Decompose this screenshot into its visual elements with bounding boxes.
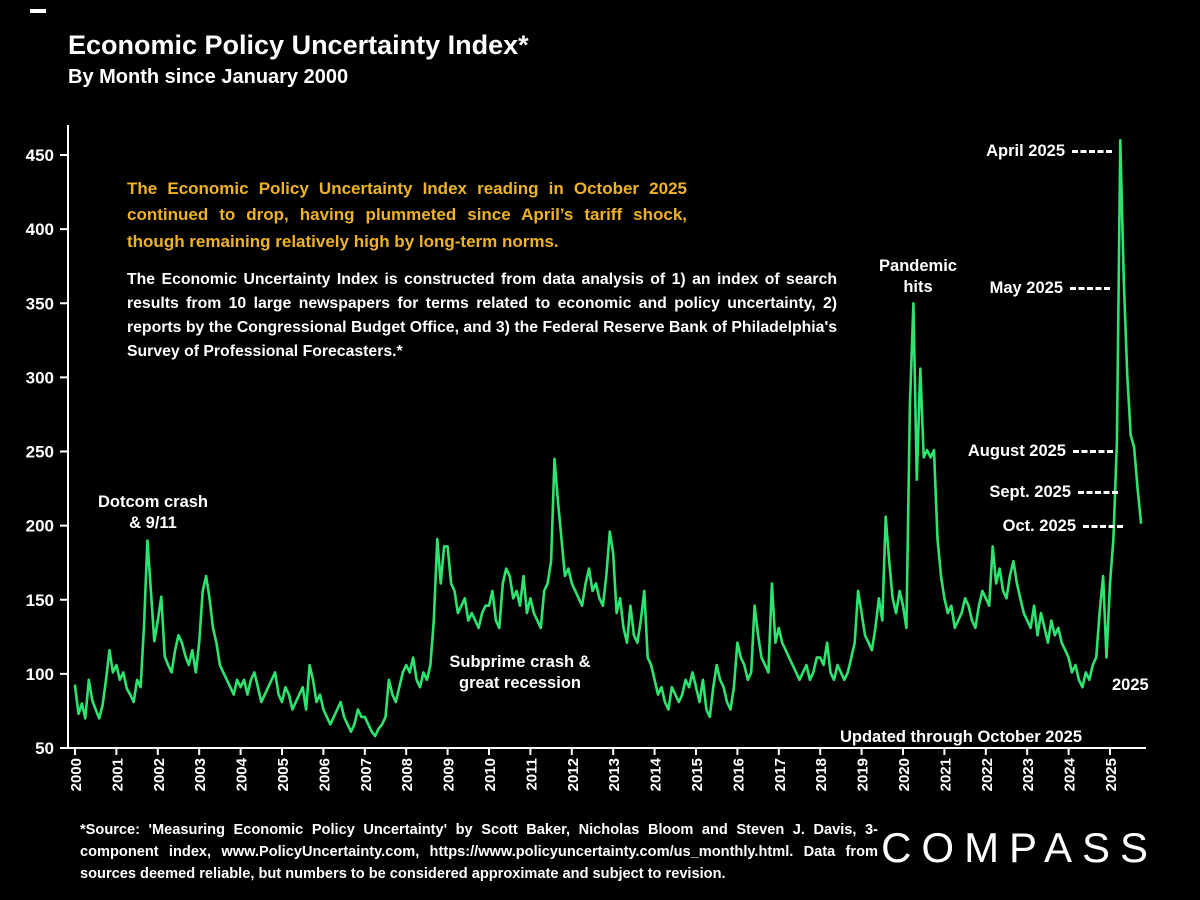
annotation-may-2025-label: May 2025: [989, 279, 1063, 297]
annotation-subprime-crash: Subprime crash & great recession: [449, 653, 591, 693]
svg-text:2008: 2008: [399, 758, 416, 791]
svg-text:2025: 2025: [1103, 758, 1120, 791]
svg-text:200: 200: [26, 517, 54, 536]
page-title: Economic Policy Uncertainty Index*: [68, 30, 529, 60]
leader-dashes: [1070, 287, 1110, 290]
svg-text:100: 100: [26, 665, 54, 684]
page-subtitle: By Month since January 2000: [68, 66, 349, 88]
compass-logo: COMPASS: [881, 824, 1158, 871]
leader-dashes: [1073, 450, 1113, 453]
annotation-april-2025: April 2025: [986, 142, 1112, 161]
annotation-august-2025-label: August 2025: [967, 442, 1066, 460]
svg-text:2000: 2000: [68, 758, 85, 791]
svg-text:2023: 2023: [1020, 758, 1037, 791]
svg-text:2022: 2022: [979, 758, 996, 791]
corner-mark: [30, 9, 46, 13]
svg-text:2009: 2009: [441, 758, 458, 791]
svg-text:2020: 2020: [896, 758, 913, 791]
annotation-oct-2025: Oct. 2025: [1003, 517, 1123, 536]
svg-text:2011: 2011: [523, 758, 540, 791]
annotation-sept-2025: Sept. 2025: [989, 483, 1118, 502]
svg-text:2019: 2019: [855, 758, 872, 791]
index-description: The Economic Uncertainty Index is constr…: [127, 271, 837, 360]
svg-text:50: 50: [35, 739, 54, 758]
svg-text:2016: 2016: [730, 758, 747, 791]
svg-text:2003: 2003: [192, 758, 209, 791]
svg-text:2012: 2012: [565, 758, 582, 791]
svg-text:2005: 2005: [275, 758, 292, 791]
svg-text:2017: 2017: [772, 758, 789, 791]
annotation-dotcom-crash: Dotcom crash & 9/11: [97, 493, 209, 533]
annotation-april-2025-label: April 2025: [986, 142, 1065, 160]
svg-text:2001: 2001: [109, 758, 126, 791]
leader-dashes: [1078, 491, 1118, 494]
svg-text:2007: 2007: [358, 758, 375, 791]
leader-dashes: [1083, 525, 1123, 528]
svg-text:350: 350: [26, 294, 54, 313]
svg-text:2024: 2024: [1062, 757, 1079, 791]
svg-text:2018: 2018: [813, 758, 830, 791]
svg-text:2013: 2013: [606, 758, 623, 791]
annotation-pandemic-hits: Pandemic hits: [879, 257, 957, 297]
annotation-august-2025: August 2025: [968, 442, 1113, 461]
svg-text:400: 400: [26, 220, 54, 239]
svg-text:150: 150: [26, 591, 54, 610]
svg-text:2021: 2021: [937, 758, 954, 791]
highlight-callout: The Economic Policy Uncertainty Index re…: [127, 179, 687, 251]
svg-text:2004: 2004: [234, 757, 251, 791]
svg-text:2010: 2010: [482, 758, 499, 791]
svg-text:250: 250: [26, 443, 54, 462]
svg-text:2014: 2014: [648, 757, 665, 791]
annotation-sept-2025-label: Sept. 2025: [989, 483, 1071, 501]
source-note: *Source: 'Measuring Economic Policy Unce…: [80, 822, 878, 882]
x-axis-end-year-label: 2025: [1112, 676, 1149, 694]
annotation-oct-2025-label: Oct. 2025: [1002, 517, 1076, 535]
leader-dashes: [1072, 150, 1112, 153]
svg-text:2006: 2006: [316, 758, 333, 791]
annotation-may-2025: May 2025: [990, 279, 1110, 298]
updated-through-note: Updated through October 2025: [839, 728, 1082, 746]
svg-text:2002: 2002: [151, 758, 168, 791]
svg-text:300: 300: [26, 368, 54, 387]
svg-text:450: 450: [26, 146, 54, 165]
svg-text:2015: 2015: [689, 758, 706, 791]
